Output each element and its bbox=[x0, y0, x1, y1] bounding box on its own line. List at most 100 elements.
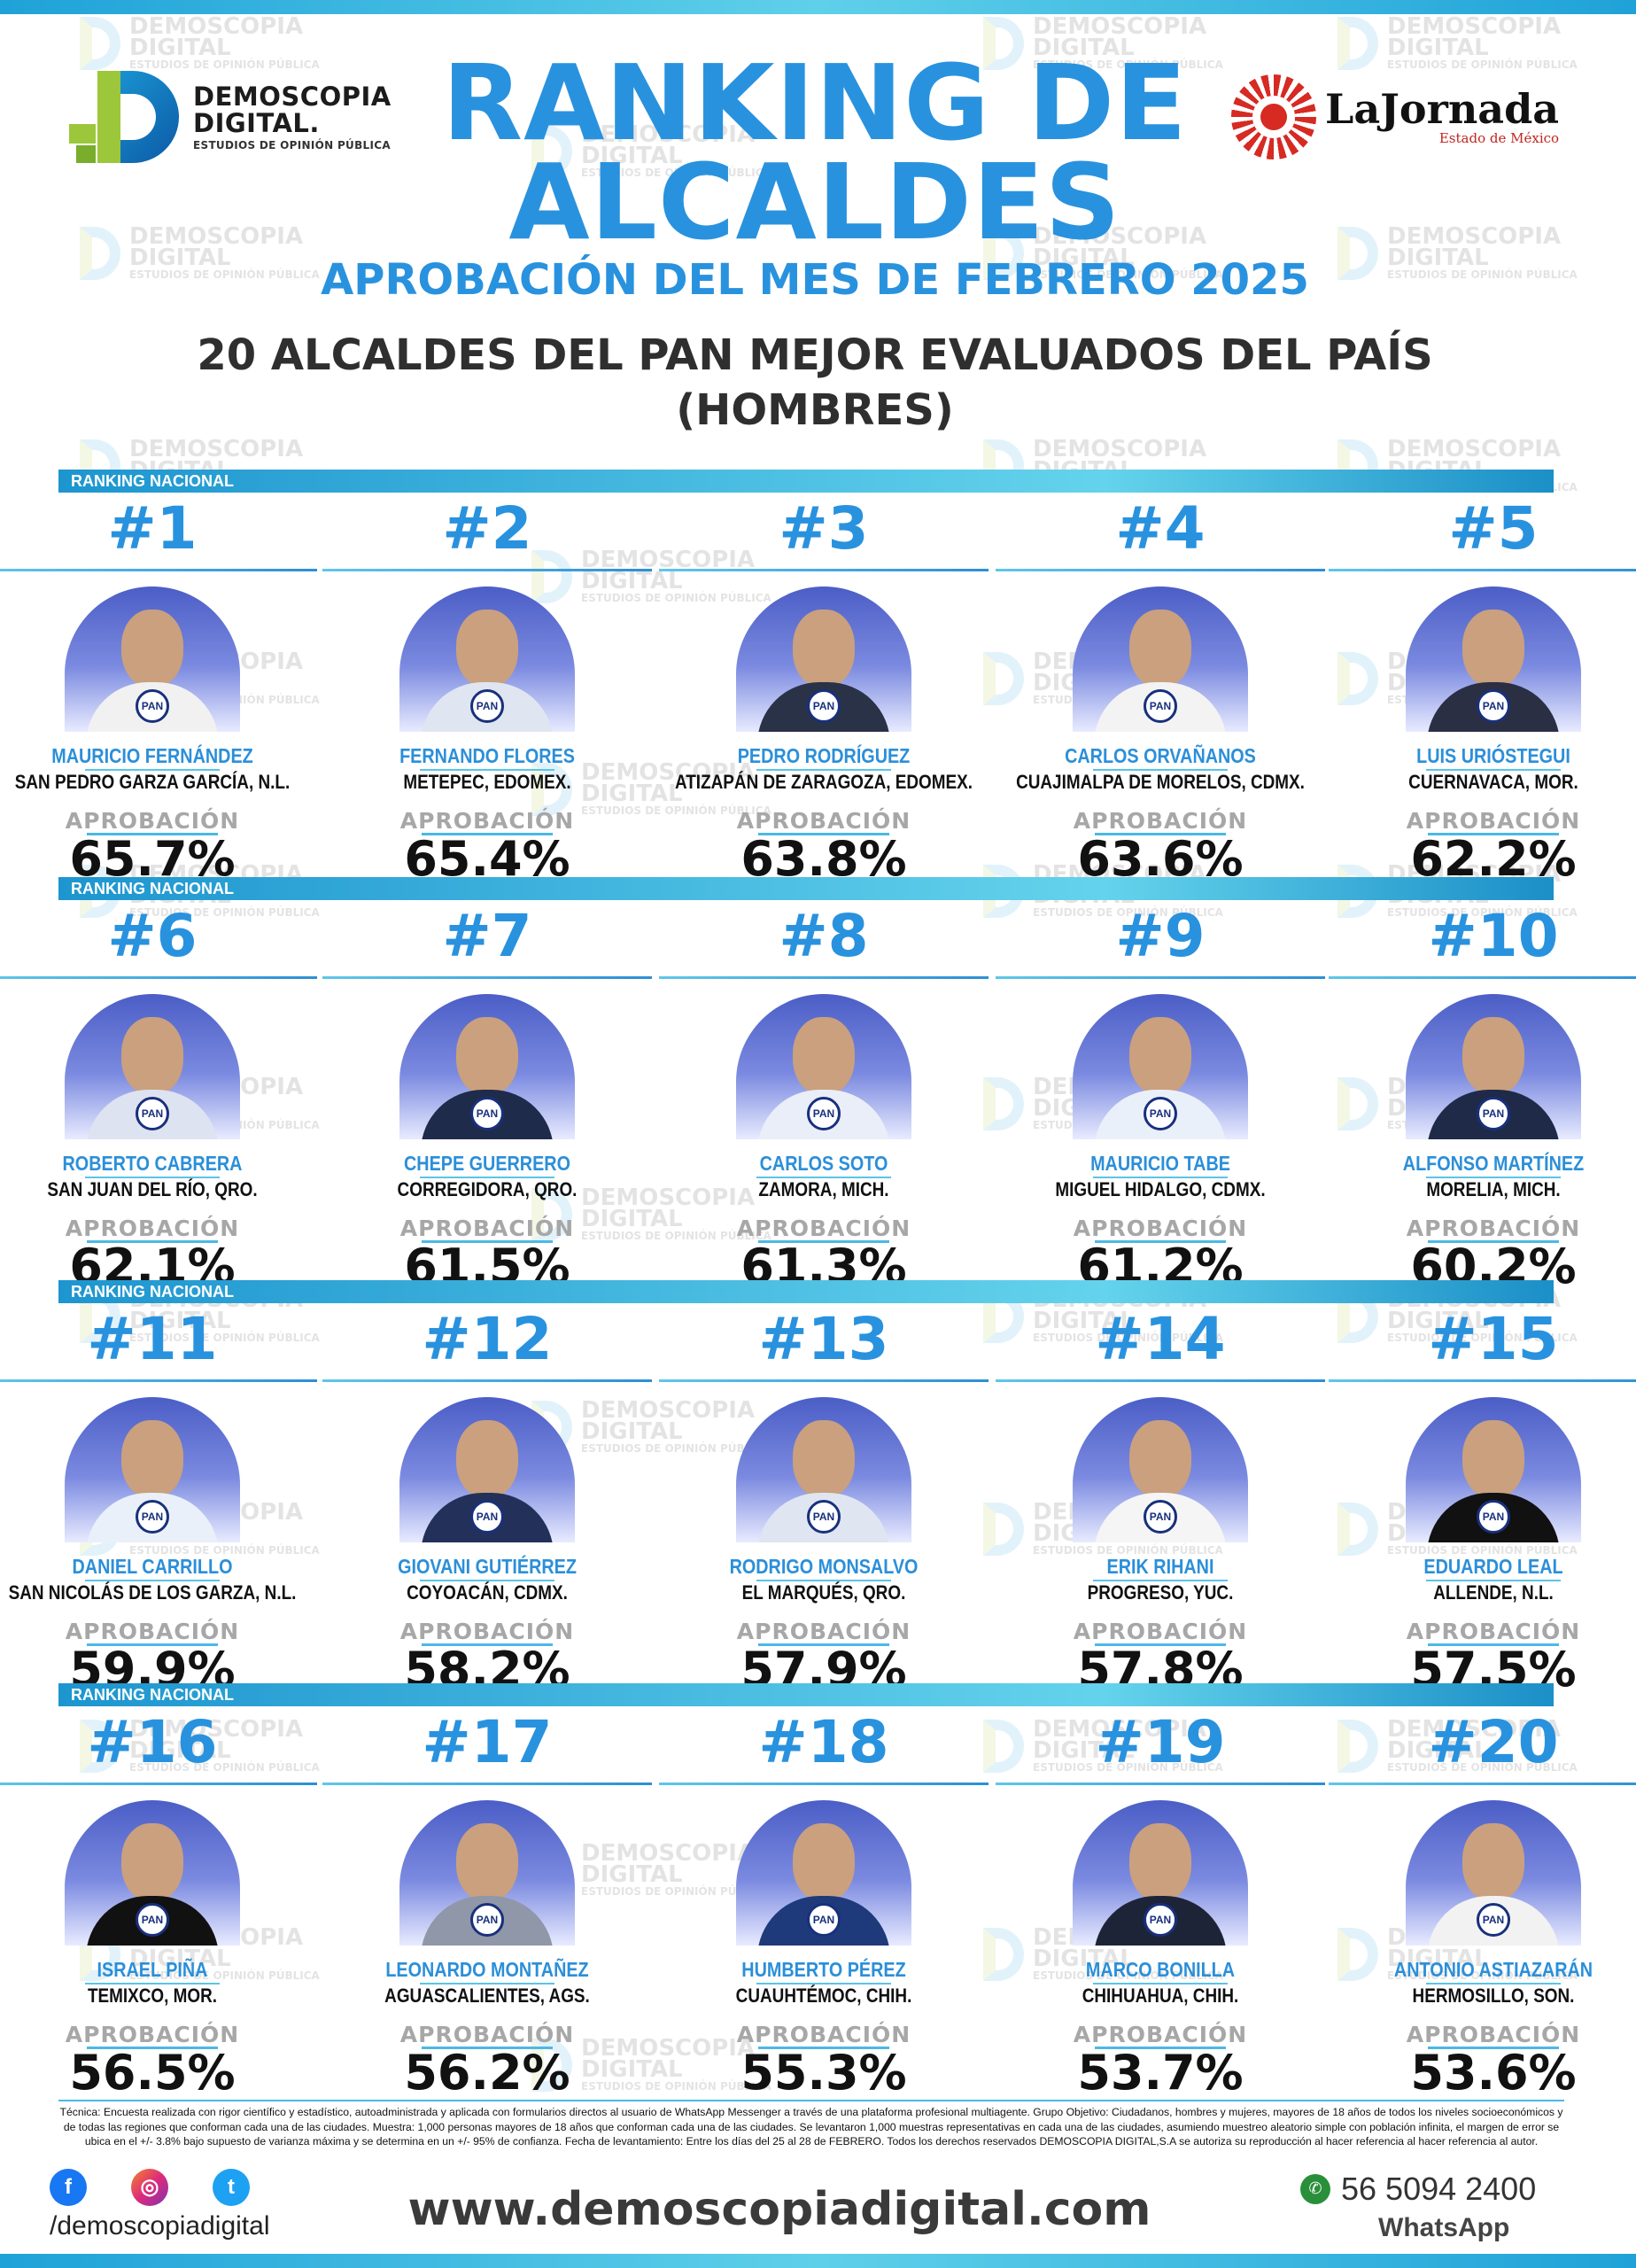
portrait-head bbox=[121, 1017, 183, 1095]
whatsapp-phone[interactable]: 56 5094 2400 bbox=[1341, 2171, 1537, 2207]
whatsapp-label: WhatsApp bbox=[1378, 2213, 1510, 2242]
rank-number: #7 bbox=[442, 902, 532, 970]
name-underline bbox=[756, 1983, 891, 1984]
rank-divider bbox=[996, 976, 1325, 979]
approval-value: 65.7% bbox=[69, 831, 236, 887]
twitter-icon[interactable]: t bbox=[213, 2169, 250, 2206]
section-band: RANKING NACIONAL bbox=[58, 470, 1554, 493]
mayor-city: ZAMORA, MICH. bbox=[758, 1178, 889, 1200]
approval-label: APROBACIÓN bbox=[399, 2022, 575, 2047]
watermark-text: ESTUDIOS DE OPINIÓN PÚBLICA bbox=[1387, 58, 1578, 71]
rank-number: #8 bbox=[779, 902, 869, 970]
mayor-card: #7 PAN CHEPE GUERRERO CORREGIDORA, QRO. … bbox=[322, 900, 652, 1292]
rank-divider bbox=[1329, 1379, 1636, 1382]
pan-badge-icon: PAN bbox=[1477, 1903, 1510, 1937]
watermark-text: DIGITAL bbox=[129, 245, 231, 271]
facebook-icon[interactable]: f bbox=[50, 2169, 87, 2206]
rank-number: #4 bbox=[1115, 494, 1206, 563]
mayor-name: MAURICIO FERNÁNDEZ bbox=[51, 744, 253, 767]
mayor-card: #15 PAN EDUARDO LEAL ALLENDE, N.L. APROB… bbox=[1329, 1303, 1636, 1695]
pan-badge-icon: PAN bbox=[1477, 689, 1510, 723]
website-link[interactable]: www.demoscopiadigital.com bbox=[407, 2183, 1151, 2236]
rank-divider bbox=[996, 569, 1325, 571]
rank-divider bbox=[659, 569, 989, 571]
approval-underline bbox=[1428, 2047, 1559, 2049]
portrait-head bbox=[1129, 1017, 1191, 1095]
mayor-photo: PAN bbox=[1073, 1397, 1248, 1542]
rank-number: #20 bbox=[1428, 1708, 1559, 1776]
mayor-name: DANIEL CARRILLO bbox=[72, 1555, 233, 1578]
whatsapp-contact[interactable]: ✆ 56 5094 2400 bbox=[1300, 2171, 1536, 2208]
watermark-text: ESTUDIOS DE OPINIÓN PÚBLICA bbox=[1387, 268, 1578, 281]
name-underline bbox=[420, 769, 554, 771]
pan-badge-icon: PAN bbox=[470, 1500, 504, 1534]
title-line2: ALCALDES bbox=[508, 141, 1121, 263]
approval-value: 65.4% bbox=[404, 831, 570, 887]
instagram-icon[interactable]: ◎ bbox=[131, 2169, 168, 2206]
mayor-city: MORELIA, MICH. bbox=[1426, 1178, 1561, 1200]
partner-sub: Estado de México bbox=[1438, 130, 1560, 146]
rank-number: #17 bbox=[422, 1708, 553, 1776]
section-label: RANKING NACIONAL bbox=[71, 472, 234, 490]
rank-number: #6 bbox=[107, 902, 198, 970]
mayor-name: LUIS URIÓSTEGUI bbox=[1416, 744, 1570, 767]
mayor-photo: PAN bbox=[65, 1800, 240, 1946]
mayor-city: CORREGIDORA, QRO. bbox=[397, 1178, 578, 1200]
pan-badge-icon: PAN bbox=[1144, 1903, 1177, 1937]
rank-number: #15 bbox=[1428, 1305, 1559, 1373]
watermark: DEMOSCOPIA DIGITAL ESTUDIOS DE OPINIÓN P… bbox=[1337, 15, 1578, 71]
watermark-text: DIGITAL bbox=[129, 35, 231, 61]
section-label: RANKING NACIONAL bbox=[71, 1686, 234, 1704]
portrait-head bbox=[1129, 1823, 1191, 1901]
ranking-section: RANKING NACIONAL #1 PAN MAURICIO FERNÁND… bbox=[0, 470, 1636, 884]
approval-label: APROBACIÓN bbox=[1406, 2022, 1581, 2047]
heading-line2: (HOMBRES) bbox=[676, 385, 954, 435]
rank-number: #12 bbox=[422, 1305, 553, 1373]
approval-label: APROBACIÓN bbox=[1073, 2022, 1248, 2047]
approval-label: APROBACIÓN bbox=[65, 1619, 240, 1644]
watermark-text: DEMOSCOPIA bbox=[1387, 436, 1562, 462]
mayor-card: #19 PAN MARCO BONILLA CHIHUAHUA, CHIH. A… bbox=[996, 1706, 1325, 2098]
portrait-head bbox=[121, 610, 183, 687]
ranking-heading: 20 ALCALDES DEL PAN MEJOR EVALUADOS DEL … bbox=[106, 328, 1524, 438]
mayor-card: #14 PAN ERIK RIHANI PROGRESO, YUC. APROB… bbox=[996, 1303, 1325, 1695]
watermark-text: DEMOSCOPIA bbox=[129, 436, 304, 462]
pan-badge-icon: PAN bbox=[807, 689, 841, 723]
name-underline bbox=[1426, 1983, 1561, 1984]
mayor-name: ANTONIO ASTIAZARÁN bbox=[1393, 1958, 1593, 1981]
mayor-photo: PAN bbox=[399, 1397, 575, 1542]
portrait-head bbox=[1462, 610, 1524, 687]
mayor-card: #18 PAN HUMBERTO PÉREZ CUAUHTÉMOC, CHIH.… bbox=[659, 1706, 989, 2098]
mayor-name: PEDRO RODRÍGUEZ bbox=[737, 744, 911, 767]
mayor-photo: PAN bbox=[1073, 1800, 1248, 1946]
approval-underline bbox=[422, 2047, 553, 2049]
rank-divider bbox=[1329, 976, 1636, 979]
portrait-head bbox=[1462, 1420, 1524, 1498]
pan-badge-icon: PAN bbox=[470, 1903, 504, 1937]
approval-underline bbox=[1095, 1240, 1226, 1243]
brand-name-line2: DIGITAL. bbox=[193, 107, 320, 138]
approval-underline bbox=[87, 833, 218, 835]
mayor-city: AGUASCALIENTES, AGS. bbox=[384, 1984, 590, 2007]
rank-divider bbox=[659, 1783, 989, 1785]
mayor-photo: PAN bbox=[1406, 994, 1581, 1139]
approval-underline bbox=[1095, 2047, 1226, 2049]
brand-tagline: ESTUDIOS DE OPINIÓN PÚBLICA bbox=[193, 138, 391, 151]
mayor-name: CARLOS ORVAÑANOS bbox=[1065, 744, 1256, 767]
rank-divider bbox=[0, 569, 317, 571]
portrait-head bbox=[456, 1420, 518, 1498]
approval-underline bbox=[1095, 833, 1226, 835]
mayor-city: SAN NICOLÁS DE LOS GARZA, N.L. bbox=[8, 1581, 297, 1604]
approval-label: APROBACIÓN bbox=[399, 808, 575, 834]
mayor-photo: PAN bbox=[1406, 1800, 1581, 1946]
mayor-city: TEMIXCO, MOR. bbox=[87, 1984, 218, 2007]
page-subtitle: APROBACIÓN DEL MES DE FEBRERO 2025 bbox=[321, 255, 1309, 305]
approval-underline bbox=[758, 2047, 889, 2049]
mayor-photo: PAN bbox=[399, 1800, 575, 1946]
watermark-text: DIGITAL bbox=[1387, 35, 1489, 61]
name-underline bbox=[85, 1177, 220, 1178]
social-handle[interactable]: /demoscopiadigital bbox=[50, 2211, 270, 2241]
mayor-name: ALFONSO MARTÍNEZ bbox=[1402, 1152, 1585, 1175]
approval-label: APROBACIÓN bbox=[1406, 808, 1581, 834]
name-underline bbox=[1093, 1983, 1228, 1984]
